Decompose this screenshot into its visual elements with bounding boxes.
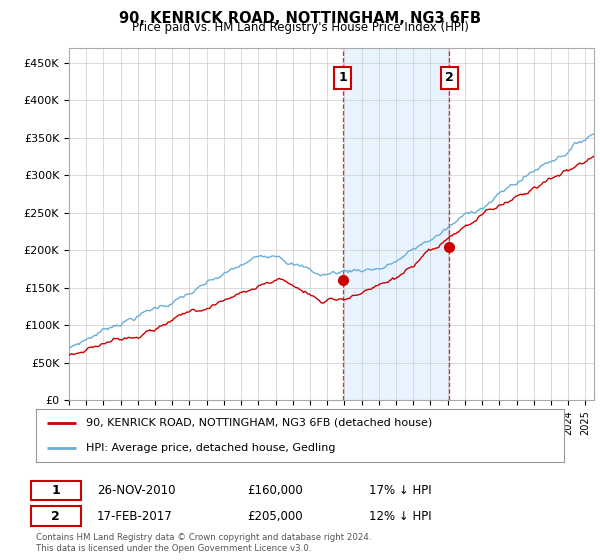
Text: 26-NOV-2010: 26-NOV-2010 <box>97 484 175 497</box>
Text: 90, KENRICK ROAD, NOTTINGHAM, NG3 6FB: 90, KENRICK ROAD, NOTTINGHAM, NG3 6FB <box>119 11 481 26</box>
Text: 90, KENRICK ROAD, NOTTINGHAM, NG3 6FB (detached house): 90, KENRICK ROAD, NOTTINGHAM, NG3 6FB (d… <box>86 418 433 428</box>
Text: 17-FEB-2017: 17-FEB-2017 <box>97 510 172 523</box>
Text: 2: 2 <box>445 71 454 84</box>
Text: 1: 1 <box>338 71 347 84</box>
Text: 12% ↓ HPI: 12% ↓ HPI <box>368 510 431 523</box>
FancyBboxPatch shape <box>31 480 81 501</box>
FancyBboxPatch shape <box>31 506 81 526</box>
Text: Contains HM Land Registry data © Crown copyright and database right 2024.
This d: Contains HM Land Registry data © Crown c… <box>36 533 371 553</box>
Text: 2: 2 <box>52 510 60 523</box>
Text: £160,000: £160,000 <box>247 484 303 497</box>
Text: 17% ↓ HPI: 17% ↓ HPI <box>368 484 431 497</box>
Text: HPI: Average price, detached house, Gedling: HPI: Average price, detached house, Gedl… <box>86 443 335 453</box>
Text: 1: 1 <box>52 484 60 497</box>
Text: £205,000: £205,000 <box>247 510 303 523</box>
Text: Price paid vs. HM Land Registry's House Price Index (HPI): Price paid vs. HM Land Registry's House … <box>131 21 469 34</box>
